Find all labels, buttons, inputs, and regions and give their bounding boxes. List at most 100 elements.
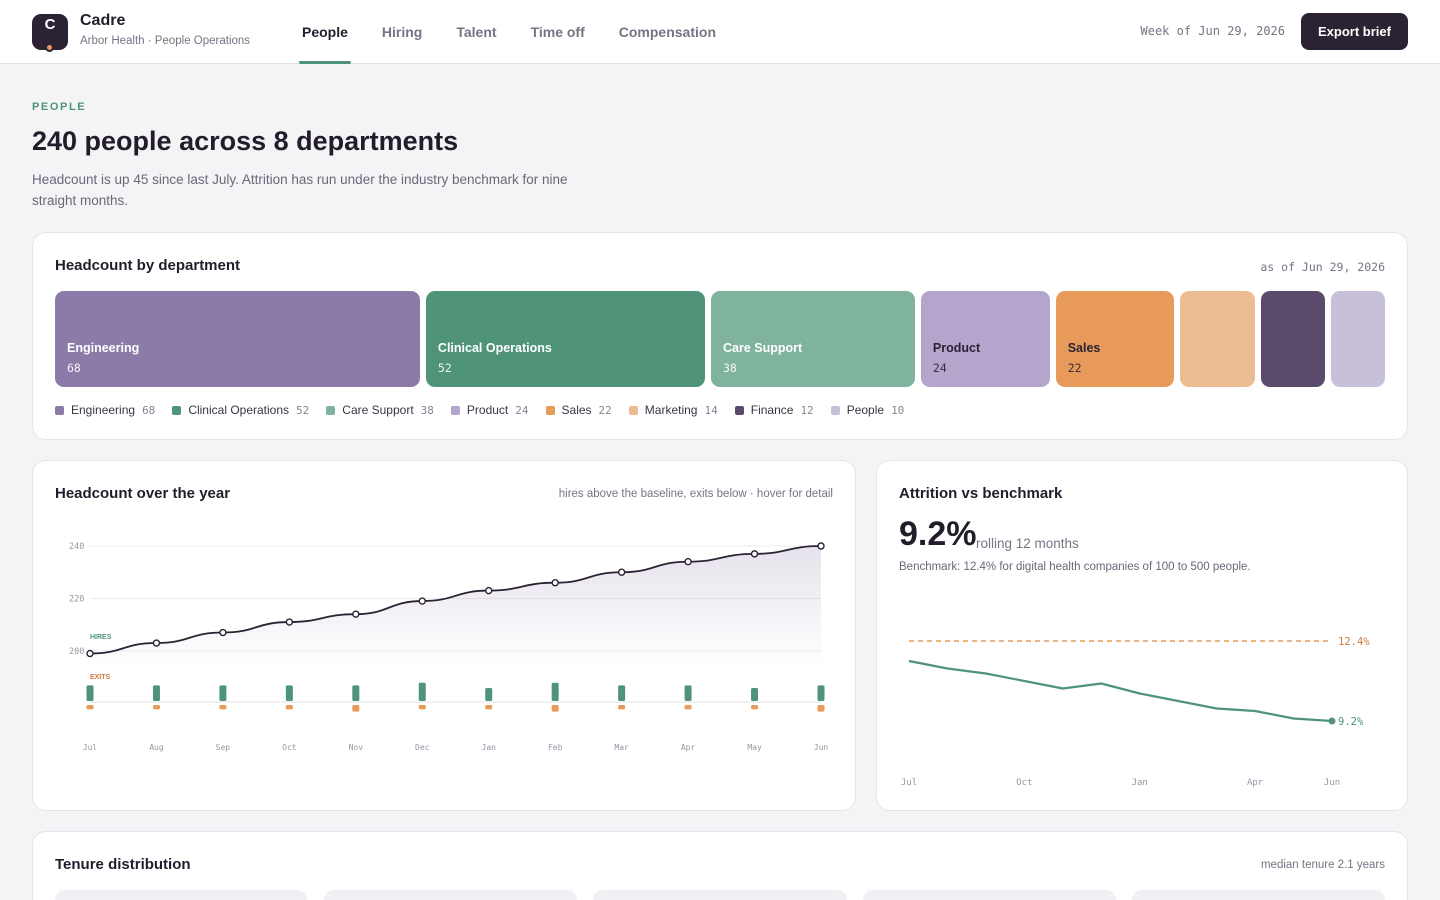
tile-people[interactable] [1331, 291, 1385, 387]
exits-bar [352, 705, 360, 712]
legend-item-care-support[interactable]: Care Support 38 [326, 403, 434, 417]
tile-label: Product [932, 341, 981, 355]
x-tick-label: Oct [1016, 778, 1032, 788]
legend-count: 24 [515, 403, 529, 417]
headcount-point [817, 542, 825, 550]
hires-bar [551, 682, 559, 701]
legend-item-sales[interactable]: Sales 22 [545, 403, 612, 417]
tile-finance[interactable] [1260, 291, 1326, 387]
legend-label: People [846, 403, 885, 417]
tile-care-support[interactable]: Care Support 38 [711, 291, 915, 387]
x-tick-label: Feb [548, 743, 563, 752]
headcount-point [551, 579, 559, 587]
x-tick-label: Oct [282, 743, 297, 752]
headcount-point [219, 628, 227, 637]
y-tick-label: 220 [69, 594, 84, 604]
exits-bar [551, 705, 559, 712]
tenure-bucket [593, 890, 847, 900]
attrition-unit: rolling 12 months [976, 536, 1079, 551]
hires-bar [219, 685, 227, 701]
x-tick-label: Dec [415, 743, 430, 752]
y-tick-label: 200 [69, 647, 84, 657]
median-tenure: median tenure 2.1 years [1260, 859, 1385, 871]
exits-bar [485, 705, 493, 710]
hires-bar [285, 685, 293, 701]
tab-compensation[interactable]: Compensation [618, 24, 716, 40]
legend-count: 38 [420, 403, 434, 417]
legend-swatch [172, 405, 182, 415]
headcount-line-chart[interactable]: 200 220 240 HIRES EXITS Jul Aug Sep Oct Nov Dec Jan… [33, 511, 855, 811]
x-tick-label: Jun [814, 743, 829, 752]
legend-label: Marketing [644, 403, 698, 417]
legend-swatch [830, 405, 840, 415]
exits-bar [684, 705, 692, 710]
card-title: Attrition vs benchmark [899, 485, 1063, 502]
x-tick-label: Apr [681, 743, 696, 752]
headcount-point [617, 568, 626, 576]
x-tick-label: Jul [901, 778, 917, 788]
chart-hint: hires above the baseline, exits below · … [558, 488, 833, 500]
logo-dot-icon [45, 43, 54, 52]
tile-sales[interactable]: Sales 22 [1055, 291, 1174, 387]
x-tick-label: Jul [83, 743, 98, 752]
headcount-line [89, 545, 822, 655]
legend-label: Product [466, 403, 509, 417]
org-name: Arbor Health · People Operations [80, 35, 251, 47]
tab-hiring[interactable]: Hiring [381, 24, 423, 40]
legend-count: 14 [704, 403, 718, 417]
x-tick-label: Apr [1247, 778, 1264, 788]
legend-count: 12 [800, 403, 814, 417]
tenure-bucket [863, 890, 1116, 900]
page-description: Headcount is up 45 since last July. Attr… [32, 172, 568, 208]
attrition-card: Attrition vs benchmark 9.2% rolling 12 m… [876, 460, 1408, 811]
exits-bar [751, 705, 759, 710]
exits-bar [618, 705, 626, 710]
legend-item-product[interactable]: Product 24 [450, 403, 529, 417]
legend-count: 10 [891, 403, 905, 417]
app-logo[interactable]: C [32, 14, 68, 52]
legend-label: Engineering [71, 403, 136, 417]
legend-swatch [628, 405, 638, 415]
legend-item-marketing[interactable]: Marketing 14 [628, 403, 718, 417]
card-title: Headcount over the year [55, 485, 231, 502]
tenure-distribution-card: Tenure distribution median tenure 2.1 ye… [32, 831, 1408, 900]
hires-bar [751, 688, 759, 701]
department-legend: Engineering 68 Clinical Operations 52 Care S… [55, 403, 921, 417]
tile-product[interactable]: Product 24 [920, 291, 1050, 387]
attrition-line-chart[interactable]: 12.4% 9.2% Jul Oct Jan Apr Jun [877, 601, 1407, 801]
benchmark-description: Benchmark: 12.4% for digital health comp… [899, 561, 1251, 573]
x-tick-label: Jan [482, 743, 497, 752]
legend-swatch [55, 405, 64, 415]
top-bar: C Cadre Arbor Health · People Operations… [0, 0, 1440, 64]
tile-marketing[interactable] [1179, 291, 1255, 387]
app-name: Cadre [80, 12, 126, 29]
legend-item-people[interactable]: People 10 [830, 403, 905, 417]
tab-people[interactable]: People [299, 0, 351, 64]
page-title: 240 people across 8 departments [32, 126, 459, 156]
legend-item-finance[interactable]: Finance 12 [734, 403, 814, 417]
exits-bar [86, 705, 94, 710]
attrition-value: 9.2% [899, 515, 977, 553]
headcount-point [750, 550, 759, 558]
attrition-line [908, 659, 1333, 723]
tile-clinical-operations[interactable]: Clinical Operations 52 [425, 291, 705, 387]
headcount-point [86, 649, 94, 658]
tab-time-off[interactable]: Time off [530, 24, 585, 40]
week-label: Week of Jun 29, 2026 [1140, 24, 1286, 38]
headcount-point [285, 618, 294, 626]
x-tick-label: Jun [1324, 778, 1340, 788]
tab-talent[interactable]: Talent [456, 24, 497, 40]
y-tick-label: 240 [69, 542, 84, 552]
legend-swatch [734, 405, 744, 415]
tenure-bucket [55, 890, 307, 900]
headcount-point [684, 558, 692, 566]
legend-item-engineering[interactable]: Engineering 68 [55, 403, 155, 417]
tile-label: Engineering [67, 341, 140, 355]
tile-engineering[interactable]: Engineering 68 [55, 291, 420, 387]
x-tick-label: Mar [614, 743, 629, 752]
export-brief-button[interactable]: Export brief [1301, 13, 1408, 50]
tile-count: 52 [437, 361, 452, 375]
legend-item-clinical-operations[interactable]: Clinical Operations 52 [172, 403, 309, 417]
x-tick-label: Nov [349, 743, 364, 752]
x-tick-label: May [747, 743, 762, 752]
